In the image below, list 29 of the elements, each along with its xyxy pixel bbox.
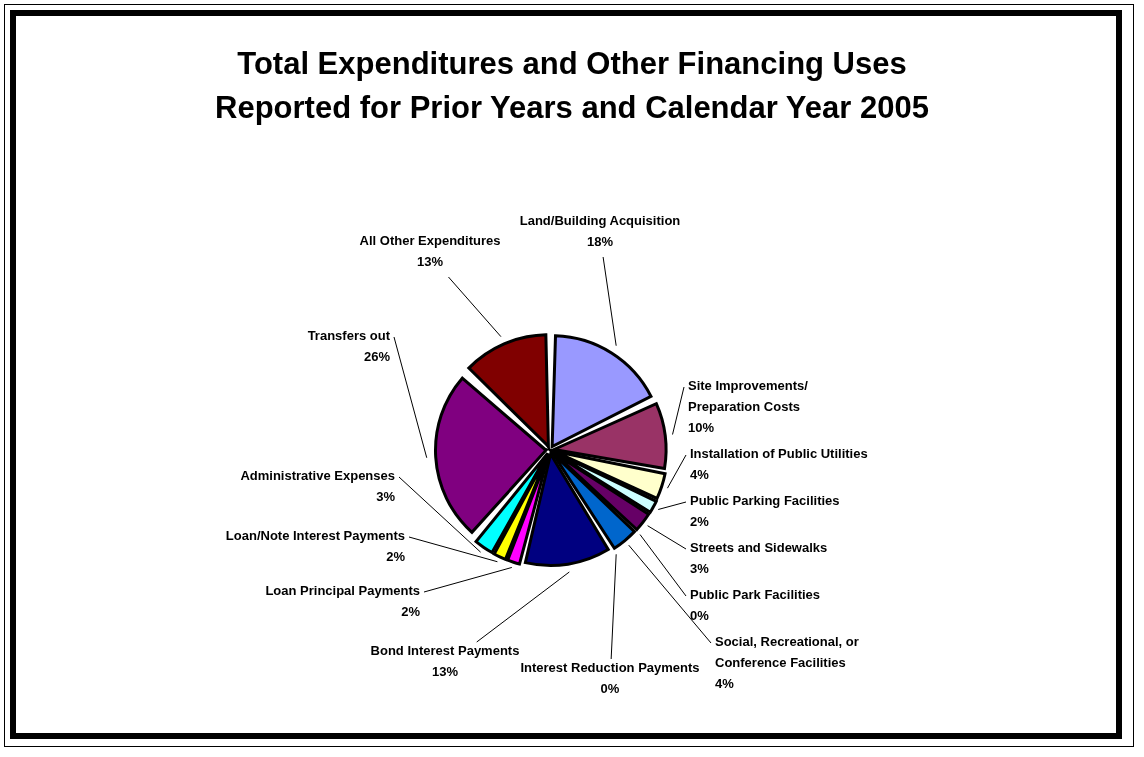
slice-label: Land/Building Acquisition (519, 213, 681, 229)
data-label: 2% (401, 604, 421, 620)
category-label: Interest Reduction Payments (520, 660, 700, 676)
chart-title: Total Expenditures and Other Financing Uses Reported for Prior Years and Calendar Year 2005 (214, 45, 930, 127)
slice-label: Site Improvements/ Preparation Costs (688, 378, 809, 415)
data-label: 10% (688, 420, 715, 436)
category-label: Public Park Facilities (690, 587, 821, 603)
data-label: 2% (690, 514, 710, 530)
slice-label: Loan Principal Payments (265, 583, 420, 599)
data-label: 26% (363, 349, 391, 365)
slice-label: Installation of Public Utilities (690, 446, 868, 462)
slice-label: Bond Interest Payments (370, 643, 520, 659)
data-label: 13% (416, 254, 444, 270)
slice-label: Social, Recreational, or Conference Facilities (715, 634, 859, 671)
slice-label: All Other Expenditures (359, 233, 501, 249)
data-label: 4% (715, 676, 735, 692)
slice-label: Administrative Expenses (240, 468, 395, 484)
data-label: 18% (586, 234, 614, 250)
data-label: 2% (386, 549, 406, 565)
slice-label: Transfers out (307, 328, 391, 344)
data-label: 13% (431, 664, 459, 680)
text: 0% (690, 608, 709, 624)
slice-label: Loan/Note Interest Payments (225, 528, 405, 544)
data-label: 3% (690, 561, 710, 577)
data-label: 4% (690, 467, 710, 483)
slice-label: Streets and Sidewalks (690, 540, 828, 556)
data-label: 3% (376, 489, 396, 505)
text: 0% (600, 681, 620, 697)
slice-label: Public Parking Facilities (690, 493, 840, 509)
